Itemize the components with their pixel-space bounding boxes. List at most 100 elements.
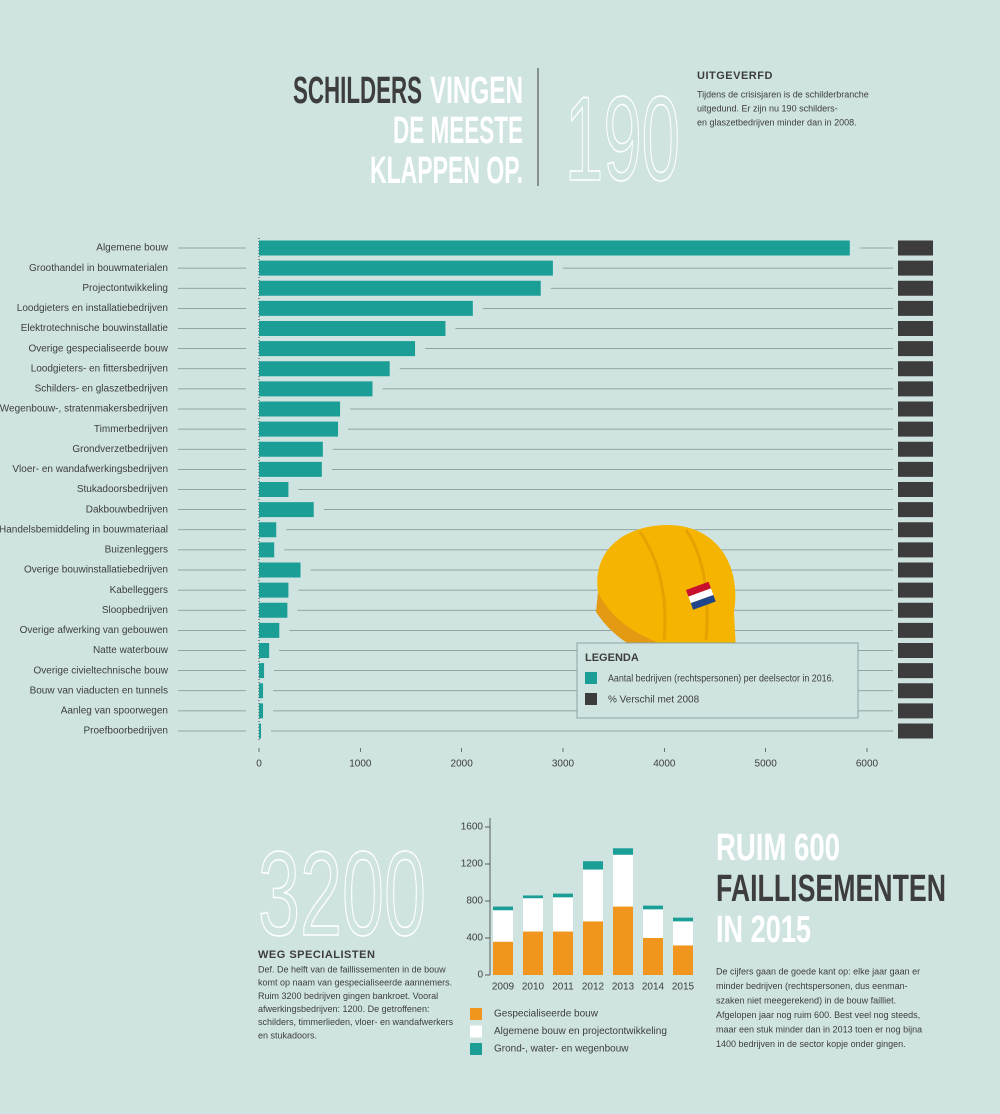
change-label: +2% xyxy=(905,504,925,515)
change-label: -14% xyxy=(904,424,927,435)
bar xyxy=(259,341,416,357)
bar xyxy=(259,502,314,518)
x-tick-label: 2010 xyxy=(522,982,545,993)
bar xyxy=(259,522,277,538)
change-label: -4% xyxy=(907,363,925,374)
paragraph-line: uitgedund. Er zijn nu 190 schilders- xyxy=(697,103,838,113)
x-tick-label: 2009 xyxy=(492,982,515,993)
change-label: -33% xyxy=(904,685,927,696)
category-label: Proefboorbedrijven xyxy=(84,726,169,737)
change-box xyxy=(898,280,933,296)
bar-segment xyxy=(493,941,513,975)
bar xyxy=(259,703,264,719)
bar xyxy=(259,381,373,397)
big-number: 190 xyxy=(565,72,680,206)
bar-segment xyxy=(493,910,513,942)
change-box xyxy=(898,723,933,739)
paragraph: De cijfers gaan de goede kant op: elke j… xyxy=(716,966,922,1049)
legend-box xyxy=(576,642,859,719)
change-box xyxy=(898,341,933,357)
bar xyxy=(259,260,553,276)
bar-segment xyxy=(523,898,543,932)
x-tick-label: 5000 xyxy=(755,759,778,770)
x-tick-label: 0 xyxy=(256,759,262,770)
category-label: Overige civieltechnische bouw xyxy=(33,665,168,676)
legend-label: Algemene bouw en projectontwikkeling xyxy=(494,1026,667,1037)
paragraph-line: schilders, timmerlieden, vloer- en wanda… xyxy=(258,1017,454,1027)
y-tick-label: 400 xyxy=(466,933,483,944)
bar xyxy=(259,542,275,558)
paragraph-line: Ruim 3200 bedrijven gingen bankroet. Voo… xyxy=(258,991,438,1001)
change-box xyxy=(898,401,933,417)
category-label: Bouw van viaducten en tunnels xyxy=(30,685,168,696)
bar xyxy=(259,622,280,638)
paragraph-line: Def. De helft van de faillissementen in … xyxy=(258,964,446,974)
change-box xyxy=(898,683,933,699)
category-label: Loodgieters- en fittersbedrijven xyxy=(31,363,168,374)
x-tick-label: 2000 xyxy=(451,759,474,770)
bar xyxy=(259,683,264,699)
x-tick-label: 2011 xyxy=(552,982,574,993)
change-box xyxy=(898,381,933,397)
category-label: Timmerbedrijven xyxy=(94,424,168,435)
change-box xyxy=(898,240,933,256)
category-label: Elektrotechnische bouwinstallatie xyxy=(21,323,169,334)
category-label: Groothandel in bouwmaterialen xyxy=(29,263,168,274)
bar xyxy=(259,562,301,578)
change-label: -5% xyxy=(907,464,925,475)
legend-label: Grond-, water- en wegenbouw xyxy=(494,1044,629,1055)
bar-segment xyxy=(553,893,573,898)
bar xyxy=(259,482,289,497)
bar xyxy=(259,361,390,377)
paragraph-line: De cijfers gaan de goede kant op: elke j… xyxy=(716,966,920,976)
bar xyxy=(259,240,850,256)
change-label: +6% xyxy=(905,243,925,254)
change-box xyxy=(898,622,933,638)
change-label: +5% xyxy=(905,323,925,334)
bar xyxy=(259,582,289,598)
change-label: +250% xyxy=(900,665,932,676)
change-label: -2% xyxy=(907,343,925,354)
bar-segment xyxy=(673,917,693,922)
headline-word: VINGEN xyxy=(430,70,523,112)
paragraph-line: minder bedrijven (rechtspersonen, dus ee… xyxy=(716,981,908,991)
bar xyxy=(259,461,322,477)
category-label: Wegenbouw-, stratenmakersbedrijven xyxy=(0,404,168,415)
bar xyxy=(259,280,541,296)
change-box xyxy=(898,602,933,618)
bar-segment xyxy=(553,931,573,975)
legend-swatch xyxy=(585,693,597,705)
stacked-bar-chart: 0 400 800 1200 1600 2009 2010 2011 2012 2013 2014 2… xyxy=(461,818,695,1055)
bar-segment xyxy=(673,945,693,975)
change-box xyxy=(898,562,933,578)
change-label: -15% xyxy=(904,384,927,395)
bar-chart: Algemene bouw +6% Groothandel in bouwmater… xyxy=(0,238,933,770)
headline-line: IN 2015 xyxy=(716,909,811,951)
change-box xyxy=(898,361,933,377)
legend-title: LEGENDA xyxy=(585,652,639,664)
paragraph-line: Afgelopen jaar nog ruim 600. Best veel n… xyxy=(716,1010,920,1020)
bar xyxy=(259,723,262,739)
bar xyxy=(259,401,341,417)
paragraph-line: maar een stuk minder dan in 2013 toen er… xyxy=(716,1024,922,1034)
bar-segment xyxy=(583,869,603,922)
paragraph: Def. De helft van de faillissementen in … xyxy=(258,964,454,1040)
change-box xyxy=(898,703,933,719)
change-box xyxy=(898,321,933,336)
bar xyxy=(259,643,270,658)
change-label: +50% xyxy=(903,545,929,556)
change-label: -2% xyxy=(907,303,925,314)
bar-segment xyxy=(523,895,543,899)
category-label: Natte waterbouw xyxy=(93,645,169,656)
change-label: -18% xyxy=(904,625,927,636)
category-label: Overige gespecialiseerde bouw xyxy=(28,343,168,354)
change-box xyxy=(898,300,933,316)
bar-segment xyxy=(583,921,603,975)
change-box xyxy=(898,522,933,538)
category-label: Kabelleggers xyxy=(110,585,168,596)
bar-segment xyxy=(673,921,693,946)
bar-segment xyxy=(523,931,543,975)
change-label: -3% xyxy=(907,263,925,274)
subtitle: WEG SPECIALISTEN xyxy=(258,949,375,961)
